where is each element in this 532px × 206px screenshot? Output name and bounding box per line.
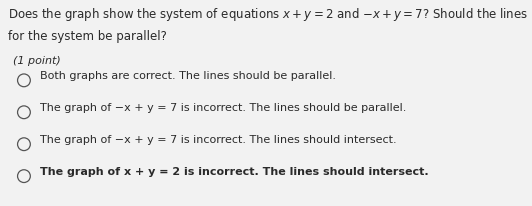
Text: (1 point): (1 point) [13, 56, 61, 66]
Text: for the system be parallel?: for the system be parallel? [8, 30, 167, 43]
Text: The graph of −x + y = 7 is incorrect. The lines should be parallel.: The graph of −x + y = 7 is incorrect. Th… [40, 103, 406, 113]
Text: Both graphs are correct. The lines should be parallel.: Both graphs are correct. The lines shoul… [40, 71, 336, 81]
Text: The graph of −x + y = 7 is incorrect. The lines should intersect.: The graph of −x + y = 7 is incorrect. Th… [40, 135, 396, 145]
Text: The graph of x + y = 2 is incorrect. The lines should intersect.: The graph of x + y = 2 is incorrect. The… [40, 167, 428, 177]
Text: Does the graph show the system of equations $x + y = 2$ and $-x + y = 7$? Should: Does the graph show the system of equati… [8, 6, 528, 23]
